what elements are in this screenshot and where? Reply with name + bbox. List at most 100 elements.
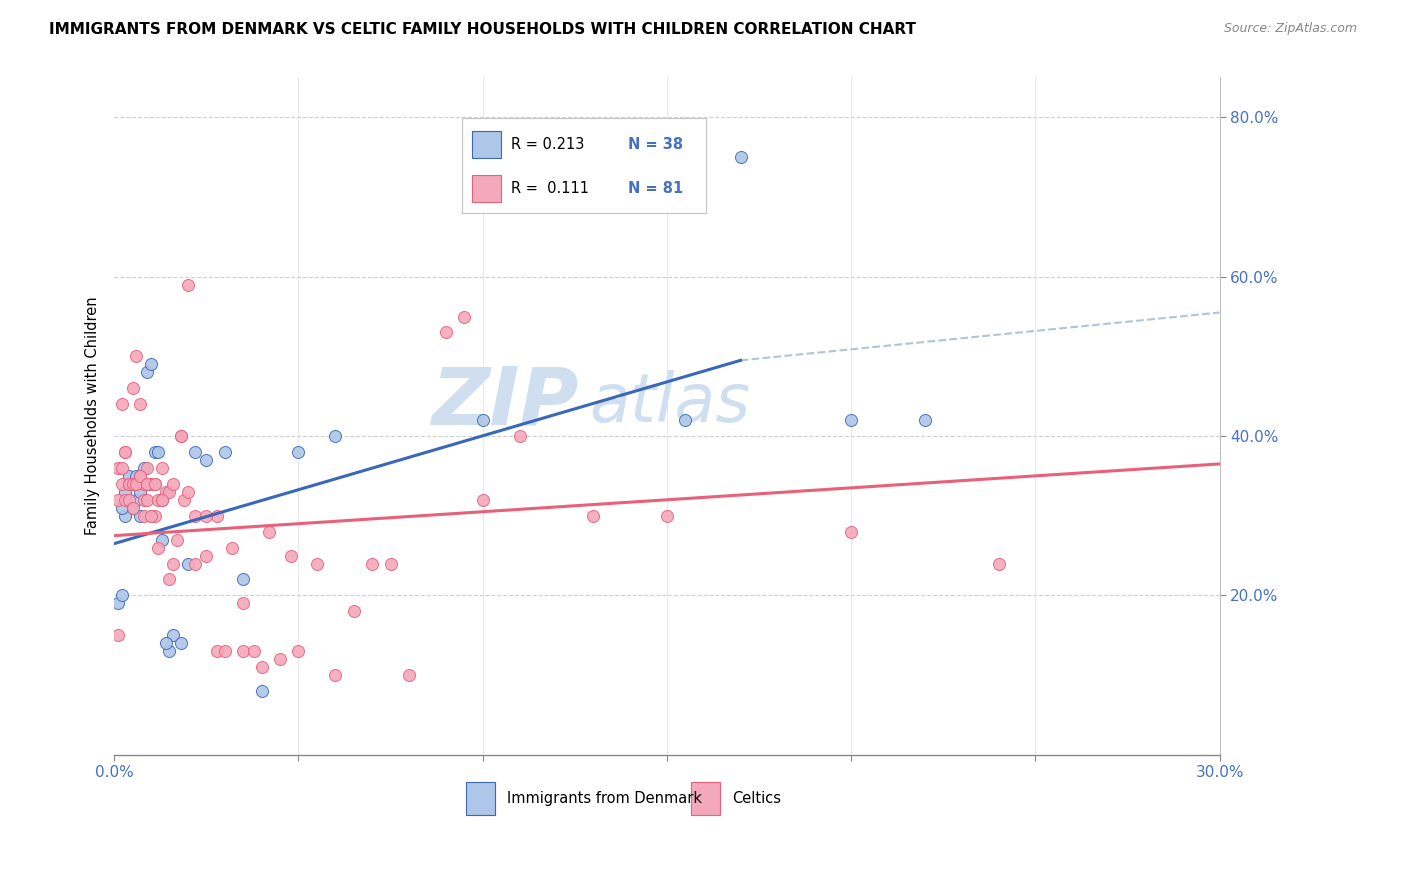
Point <box>987 557 1010 571</box>
Point <box>110 397 132 411</box>
Point <box>839 413 862 427</box>
Point <box>110 500 132 515</box>
Point <box>132 476 155 491</box>
Point <box>508 429 530 443</box>
Text: IMMIGRANTS FROM DENMARK VS CELTIC FAMILY HOUSEHOLDS WITH CHILDREN CORRELATION CH: IMMIGRANTS FROM DENMARK VS CELTIC FAMILY… <box>49 22 917 37</box>
Point <box>169 429 191 443</box>
Point <box>121 476 143 491</box>
Point <box>243 644 266 658</box>
Point <box>121 476 143 491</box>
Point <box>287 644 309 658</box>
Point <box>269 652 291 666</box>
Point <box>184 445 207 459</box>
Point <box>143 476 166 491</box>
Point <box>914 413 936 427</box>
Point <box>132 508 155 523</box>
Point <box>148 541 170 555</box>
Point <box>114 484 136 499</box>
Point <box>110 476 132 491</box>
Point <box>155 636 177 650</box>
Point <box>136 476 159 491</box>
Point <box>162 557 184 571</box>
Point <box>673 413 696 427</box>
Point <box>148 492 170 507</box>
Point <box>232 573 254 587</box>
Point <box>655 508 678 523</box>
Point <box>125 476 148 491</box>
Point <box>162 476 184 491</box>
Point <box>125 492 148 507</box>
Point <box>155 484 177 499</box>
Point <box>114 508 136 523</box>
Point <box>125 476 148 491</box>
Point <box>207 644 229 658</box>
Point <box>162 628 184 642</box>
Point <box>150 461 173 475</box>
Point <box>280 549 302 563</box>
Point <box>129 469 152 483</box>
Point <box>118 492 141 507</box>
Point <box>139 508 162 523</box>
Point <box>132 461 155 475</box>
Point <box>380 557 402 571</box>
Point <box>143 476 166 491</box>
Text: atlas: atlas <box>589 369 751 435</box>
Point <box>839 524 862 539</box>
Text: ZIP: ZIP <box>432 364 578 442</box>
Point <box>195 549 218 563</box>
Point <box>107 596 129 610</box>
Point <box>143 508 166 523</box>
Point <box>250 684 273 698</box>
Point <box>114 445 136 459</box>
Point <box>184 557 207 571</box>
Point <box>232 644 254 658</box>
Point <box>107 461 129 475</box>
Point <box>195 453 218 467</box>
Point <box>582 508 605 523</box>
Point <box>398 668 420 682</box>
Point <box>173 492 195 507</box>
Point <box>453 310 475 324</box>
Point <box>125 469 148 483</box>
Point <box>305 557 328 571</box>
Point <box>287 445 309 459</box>
Point <box>110 461 132 475</box>
Point <box>195 508 218 523</box>
Point <box>139 508 162 523</box>
Point <box>730 150 752 164</box>
Point <box>323 668 346 682</box>
Point <box>471 492 494 507</box>
Point <box>129 484 152 499</box>
Point <box>107 492 129 507</box>
Point <box>159 573 181 587</box>
Point <box>129 469 152 483</box>
Point <box>118 476 141 491</box>
Point <box>118 476 141 491</box>
Point <box>159 644 181 658</box>
Point <box>221 541 243 555</box>
Point <box>323 429 346 443</box>
Point <box>159 484 181 499</box>
Point <box>114 445 136 459</box>
Point <box>118 469 141 483</box>
Point <box>132 492 155 507</box>
Point <box>139 357 162 371</box>
Point <box>107 628 129 642</box>
Point <box>121 500 143 515</box>
Text: Source: ZipAtlas.com: Source: ZipAtlas.com <box>1223 22 1357 36</box>
Y-axis label: Family Households with Children: Family Households with Children <box>86 297 100 535</box>
Point <box>177 557 200 571</box>
Point <box>139 476 162 491</box>
Point <box>114 492 136 507</box>
Point <box>207 508 229 523</box>
Point <box>125 349 148 363</box>
Point <box>136 365 159 379</box>
Point <box>361 557 384 571</box>
Point <box>143 445 166 459</box>
Point <box>121 476 143 491</box>
Point <box>257 524 280 539</box>
Point <box>177 484 200 499</box>
Point <box>136 492 159 507</box>
Point <box>177 277 200 292</box>
Point <box>250 660 273 674</box>
